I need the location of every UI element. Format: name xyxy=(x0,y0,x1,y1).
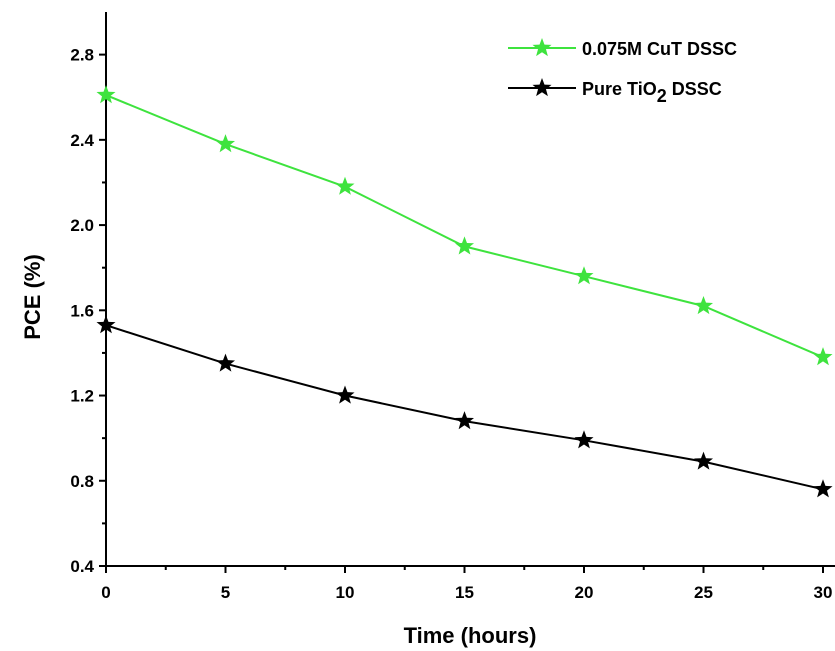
x-tick-label: 25 xyxy=(694,583,713,602)
y-tick-label: 0.8 xyxy=(70,472,94,491)
y-axis-title: PCE (%) xyxy=(20,254,45,340)
series-1-point-4-star-icon xyxy=(574,430,594,449)
legend-label-tio2-subscript: 2 xyxy=(657,86,667,106)
y-tick-label: 1.2 xyxy=(70,387,94,406)
x-tick-label: 15 xyxy=(455,583,474,602)
x-axis-title: Time (hours) xyxy=(404,623,537,648)
legend-label-tio2-suffix: DSSC xyxy=(667,79,722,99)
series-0-point-2-star-icon xyxy=(335,176,355,195)
legend-item-tio2: Pure TiO2 DSSC xyxy=(508,78,722,106)
y-tick-label: 0.4 xyxy=(70,557,94,576)
legend-marker-tio2-star-icon xyxy=(532,78,552,97)
legend-item-cut: 0.075M CuT DSSC xyxy=(508,38,737,59)
series-1-point-1-star-icon xyxy=(215,353,236,372)
series-0-point-1-star-icon xyxy=(215,134,236,153)
x-tick-label: 0 xyxy=(101,583,110,602)
x-tick-label: 5 xyxy=(221,583,230,602)
y-ticks: 0.4 0.8 1.2 1.6 2.0 2.4 2.8 xyxy=(70,46,106,576)
series-0-point-5-star-icon xyxy=(693,296,714,315)
x-tick-label: 10 xyxy=(336,583,355,602)
series-0-point-4-star-icon xyxy=(574,266,594,285)
legend-label-cut: 0.075M CuT DSSC xyxy=(582,39,737,59)
x-ticks: 0 5 10 15 20 25 30 xyxy=(101,566,832,602)
y-tick-label: 1.6 xyxy=(70,301,94,320)
series-0-point-3-star-icon xyxy=(454,236,475,255)
series-1-point-6-star-icon xyxy=(813,479,833,498)
x-tick-label: 20 xyxy=(575,583,594,602)
legend-label-tio2-main: Pure TiO xyxy=(582,79,657,99)
series-1-point-2-star-icon xyxy=(335,385,355,404)
series-0-point-0-star-icon xyxy=(96,85,116,104)
series-1-point-0-star-icon xyxy=(96,315,116,334)
legend: 0.075M CuT DSSC Pure TiO2 DSSC xyxy=(508,38,737,106)
legend-label-tio2: Pure TiO2 DSSC xyxy=(582,79,722,106)
y-tick-label: 2.4 xyxy=(70,131,94,150)
series-0-point-6-star-icon xyxy=(813,347,833,366)
series-line-1 xyxy=(105,324,824,491)
x-tick-label: 30 xyxy=(814,583,833,602)
series-1-point-5-star-icon xyxy=(693,451,714,470)
series-1-point-3-star-icon xyxy=(454,411,475,430)
series-line-0 xyxy=(105,94,824,359)
legend-marker-cut-star-icon xyxy=(532,38,552,57)
y-tick-label: 2.0 xyxy=(70,216,94,235)
axes xyxy=(105,12,835,567)
y-tick-label: 2.8 xyxy=(70,46,94,65)
series-layer xyxy=(96,85,833,498)
